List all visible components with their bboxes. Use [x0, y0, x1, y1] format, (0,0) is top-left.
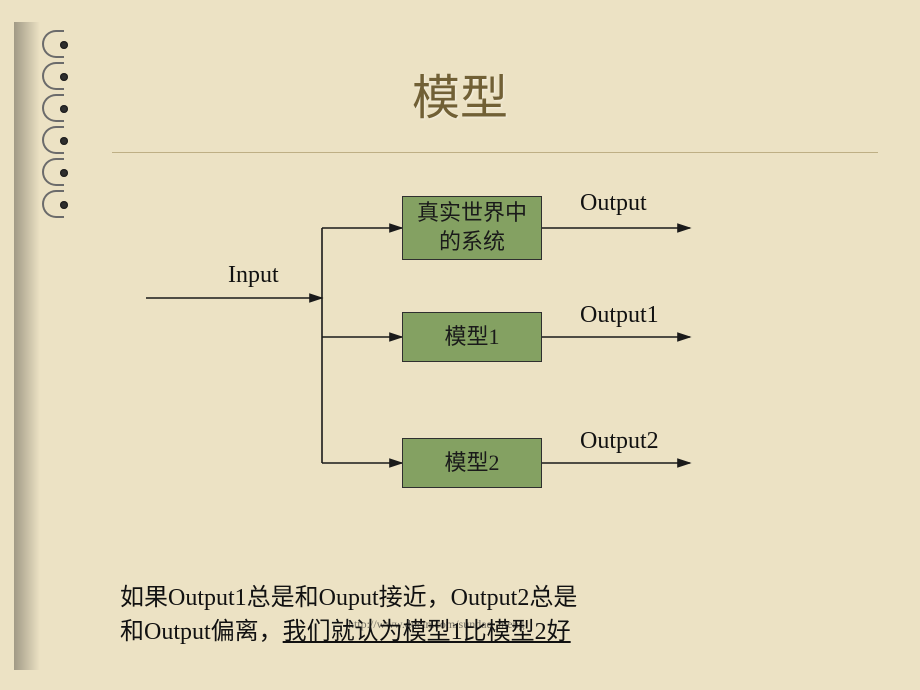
flow-box-model2: 模型2 — [402, 438, 542, 488]
caption-line2b: 我们就认为模型1比模型2好 — [283, 619, 571, 645]
caption-line1: 如果Output1总是和Ouput接近，Output2总是 — [120, 585, 577, 611]
caption-text: 如果Output1总是和Ouput接近，Output2总是 和Output偏离，… — [120, 582, 820, 649]
output-label-model2: Output2 — [580, 428, 659, 455]
caption-line2a: 和Output偏离， — [120, 619, 283, 645]
input-label: Input — [228, 262, 279, 289]
output-label-real: Output — [580, 190, 647, 217]
flow-box-model1: 模型1 — [402, 312, 542, 362]
output-label-model1: Output1 — [580, 302, 659, 329]
flow-box-real: 真实世界中的系统 — [402, 196, 542, 260]
